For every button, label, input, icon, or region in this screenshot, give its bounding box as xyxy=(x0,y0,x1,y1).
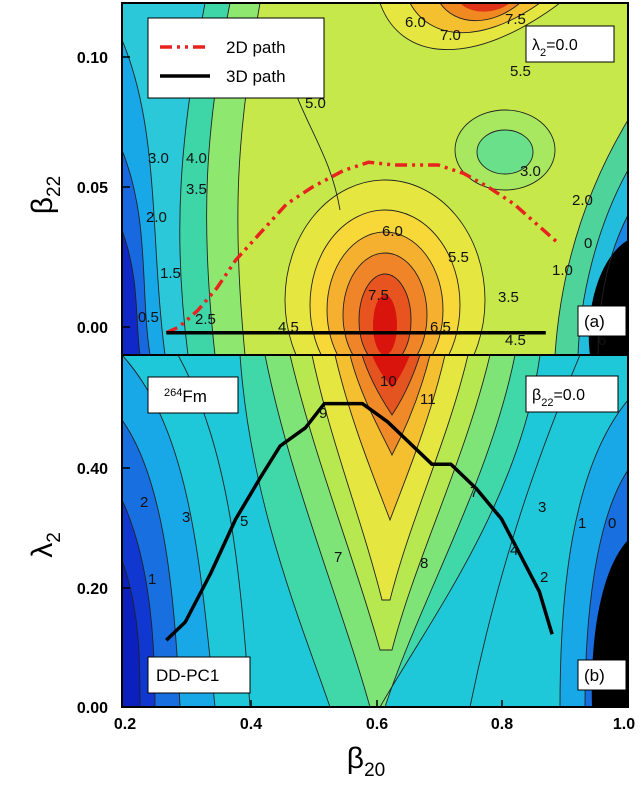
constraint-box-b: β22=0.0 xyxy=(525,375,619,413)
contour-label: 2.5 xyxy=(195,311,216,328)
contour-label: 6 xyxy=(598,332,606,349)
panel-b: 10 11 9 2 3 5 7 3 1 1 0 4 2 7 8 5 6 264F… xyxy=(121,354,629,708)
y-tick-label: 0.00 xyxy=(77,320,108,337)
2d-path-polyline xyxy=(165,160,560,335)
contour-label: 7 xyxy=(470,484,478,501)
constraint-label-a: λ2=0.0 xyxy=(532,37,578,59)
contour-label: 8 xyxy=(420,555,428,572)
x-tick-label: 0.4 xyxy=(240,716,262,733)
y-tick-label: 0.10 xyxy=(77,50,108,67)
contour-label: 7.5 xyxy=(368,287,389,304)
model-label: DD-PC1 xyxy=(156,666,219,685)
nucleus-symbol: Fm xyxy=(182,387,207,406)
contour-label: 1.0 xyxy=(552,262,573,279)
panel-a-y-ticks: 0.00 0.05 0.10 xyxy=(77,50,130,337)
contour-label: 3.5 xyxy=(186,181,207,198)
nucleus-label: 264Fm xyxy=(164,387,207,406)
3d-path-polyline xyxy=(165,401,554,642)
x-axis-label: β20 xyxy=(347,742,385,781)
legend-3d-label: 3D path xyxy=(226,67,286,86)
nucleus-mass-number: 264 xyxy=(164,387,182,399)
contour-label: 10 xyxy=(380,373,397,390)
panel-label-a: (a) xyxy=(584,312,605,331)
contour-label: 0.5 xyxy=(138,309,159,326)
contour-label: 1 xyxy=(148,571,156,588)
model-box: DD-PC1 xyxy=(147,656,251,694)
panel-a: 6.0 7.0 7.5 5.5 5.0 3.0 4.0 3.5 3.0 2.0 … xyxy=(121,2,629,356)
panel-b-3d-path-line xyxy=(165,401,554,642)
constraint-label-b: β22=0.0 xyxy=(532,387,585,409)
contour-label: 3 xyxy=(182,509,190,526)
contour-label: 6.0 xyxy=(382,223,403,240)
contour-label: 7.5 xyxy=(505,11,526,28)
contour-label: 6.0 xyxy=(405,14,426,31)
contour-label: 5 xyxy=(240,513,248,530)
contour-label: 4.5 xyxy=(505,332,526,349)
x-ticks: 0.2 0.4 0.6 0.8 1.0 xyxy=(114,700,635,733)
contour-label: 3.0 xyxy=(148,150,169,167)
contour-label: 7.0 xyxy=(440,27,461,44)
x-tick-label: 0.8 xyxy=(491,716,513,733)
contour-label: 6.5 xyxy=(430,319,451,336)
panel-label-b: (b) xyxy=(584,666,605,685)
y-tick-label: 0.00 xyxy=(77,700,108,717)
y-tick-label: 0.05 xyxy=(77,180,108,197)
panel-b-frame xyxy=(121,354,629,708)
contour-label: 2.0 xyxy=(146,209,167,226)
contour-label: 1.5 xyxy=(160,265,181,282)
x-tick-label: 1.0 xyxy=(613,716,635,733)
legend: 2D path 3D path xyxy=(147,17,325,99)
contour-label: 9 xyxy=(319,405,327,422)
x-tick-label: 0.2 xyxy=(114,716,136,733)
y-tick-label: 0.40 xyxy=(77,461,108,478)
contour-label: 0 xyxy=(584,235,592,252)
x-tick-label: 0.6 xyxy=(366,716,388,733)
nucleus-box: 264Fm xyxy=(147,376,239,414)
contour-label: 7 xyxy=(334,549,342,566)
y-axis-label-a: β22 xyxy=(26,176,65,214)
contour-label: 4.0 xyxy=(186,150,207,167)
y-axis-label-b: λ2 xyxy=(26,532,65,558)
panel-a-2d-path-line xyxy=(165,160,560,335)
contour-label: 4.5 xyxy=(278,319,299,336)
contour-label: 3.0 xyxy=(520,163,541,180)
constraint-box-a: λ2=0.0 xyxy=(525,25,615,63)
contour-label: 3.5 xyxy=(498,289,519,306)
contour-label: 1 xyxy=(578,515,586,532)
legend-2d-label: 2D path xyxy=(226,38,286,57)
contour-label: 2 xyxy=(140,494,148,511)
contour-label: 4 xyxy=(510,542,518,559)
contour-label: 2 xyxy=(540,569,548,586)
contour-label: 5.5 xyxy=(510,63,531,80)
contour-label: 3 xyxy=(538,499,546,516)
panel-b-contours xyxy=(122,355,628,707)
panel-b-y-ticks: 0.00 0.20 0.40 xyxy=(77,461,130,717)
contour-label: 0 xyxy=(608,515,616,532)
contour-label: 5.0 xyxy=(305,95,326,112)
contour-label: 11 xyxy=(420,391,436,408)
contour-label: 5.5 xyxy=(448,249,469,266)
contour-label: 2.0 xyxy=(572,192,593,209)
y-tick-label: 0.20 xyxy=(77,581,108,598)
